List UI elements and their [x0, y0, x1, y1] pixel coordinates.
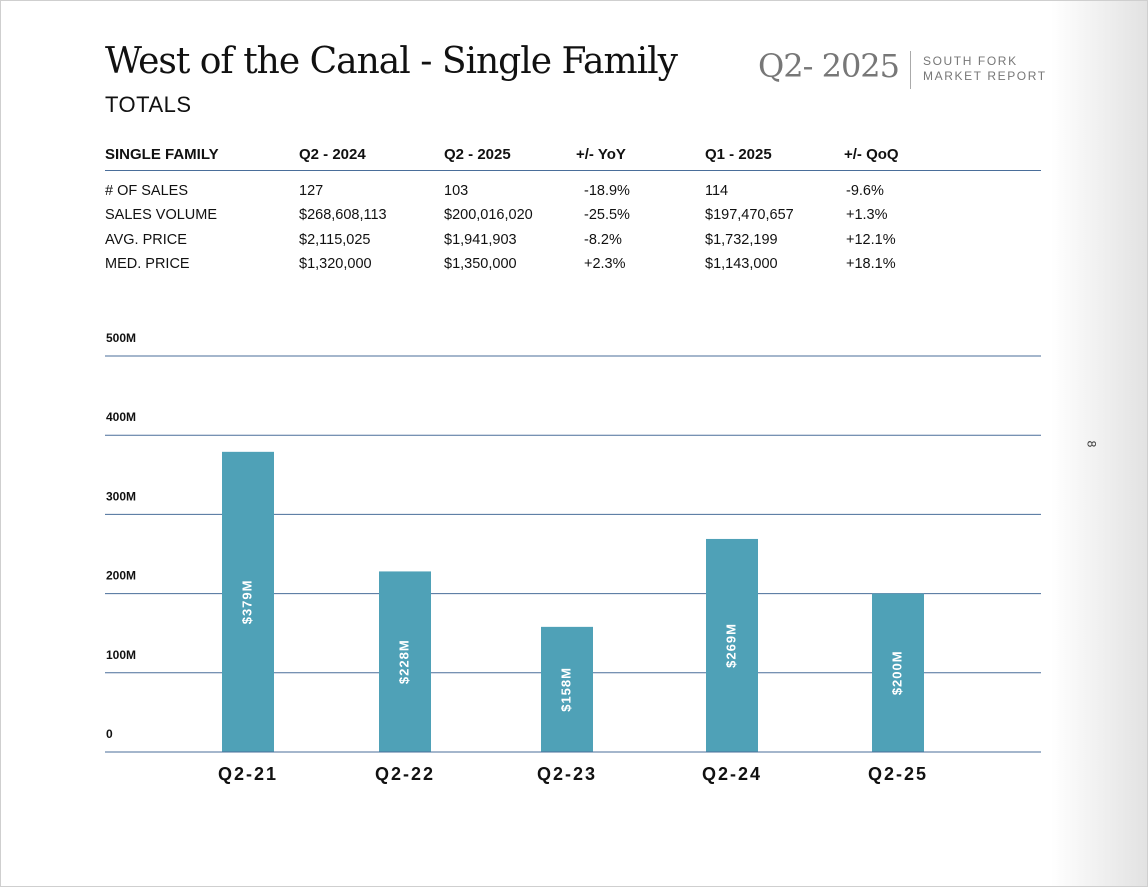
table-cell: 114 [705, 183, 729, 199]
table-header-category: SINGLE FAMILY [105, 146, 219, 163]
report-quarter: Q2- 2025 [758, 47, 900, 85]
brand-line-1: SOUTH FORK [923, 54, 1018, 68]
table-cell: +2.3% [584, 256, 626, 272]
y-tick-label: 0 [106, 727, 113, 741]
table-cell: $1,732,199 [705, 232, 778, 248]
table-cell: $200,016,020 [444, 207, 533, 223]
bar [222, 451, 274, 752]
table-cell: 103 [444, 183, 469, 199]
x-tick-label: Q2-21 [218, 764, 278, 784]
table-cell: $197,470,657 [705, 207, 794, 223]
y-tick-label: 200M [106, 569, 136, 583]
table-cell: -9.6% [846, 183, 884, 199]
bar-data-label: $269M [723, 623, 738, 668]
y-tick-label: 100M [106, 648, 136, 662]
bar [706, 538, 758, 752]
page-title: West of the Canal - Single Family [105, 41, 678, 82]
y-tick-label: 300M [106, 489, 136, 503]
table-cell: MED. PRICE [105, 256, 190, 272]
table-cell: SALES VOLUME [105, 207, 218, 223]
bar-data-label: $200M [889, 650, 904, 695]
bar [379, 571, 431, 752]
table-cell: $268,608,113 [299, 207, 387, 223]
brand-line-2: MARKET REPORT [923, 69, 1047, 83]
x-tick-label: Q2-22 [375, 764, 435, 784]
x-tick-label: Q2-25 [868, 764, 928, 784]
bar-data-label: $228M [396, 639, 411, 684]
table-cell: -18.9% [584, 183, 630, 199]
bar [541, 626, 593, 752]
table-cell: +18.1% [846, 256, 896, 272]
brand-divider [910, 51, 911, 89]
table-header-q1-2025: Q1 - 2025 [705, 146, 772, 163]
table-cell: -8.2% [584, 232, 622, 248]
table-header-yoy: +/- YoY [576, 146, 626, 163]
table-cell: # OF SALES [105, 183, 189, 199]
table-cell: $1,350,000 [444, 256, 517, 272]
table-cell: $1,143,000 [705, 256, 778, 272]
table-cell: $1,941,903 [444, 232, 517, 248]
table-cell: $2,115,025 [299, 232, 371, 248]
table-cell: +12.1% [846, 232, 896, 248]
table-header-rule [105, 170, 1041, 171]
bar-data-label: $158M [558, 667, 573, 712]
table-cell: 127 [299, 183, 324, 199]
x-tick-label: Q2-24 [702, 764, 762, 784]
table-cell: +1.3% [846, 207, 888, 223]
table-header-qoq: +/- QoQ [844, 146, 899, 163]
table-header-q2-2024: Q2 - 2024 [299, 146, 366, 163]
page-subtitle: TOTALS [105, 92, 192, 117]
bar [872, 593, 924, 752]
table-header-q2-2025: Q2 - 2025 [444, 146, 511, 163]
brand-label: SOUTH FORK MARKET REPORT [923, 54, 1047, 84]
bar-data-label: $379M [239, 580, 254, 625]
x-tick-label: Q2-23 [537, 764, 597, 784]
table-cell: AVG. PRICE [105, 232, 187, 248]
y-tick-label: 500M [106, 331, 136, 345]
table-cell: -25.5% [584, 207, 630, 223]
y-tick-label: 400M [106, 410, 136, 424]
table-cell: $1,320,000 [299, 256, 372, 272]
